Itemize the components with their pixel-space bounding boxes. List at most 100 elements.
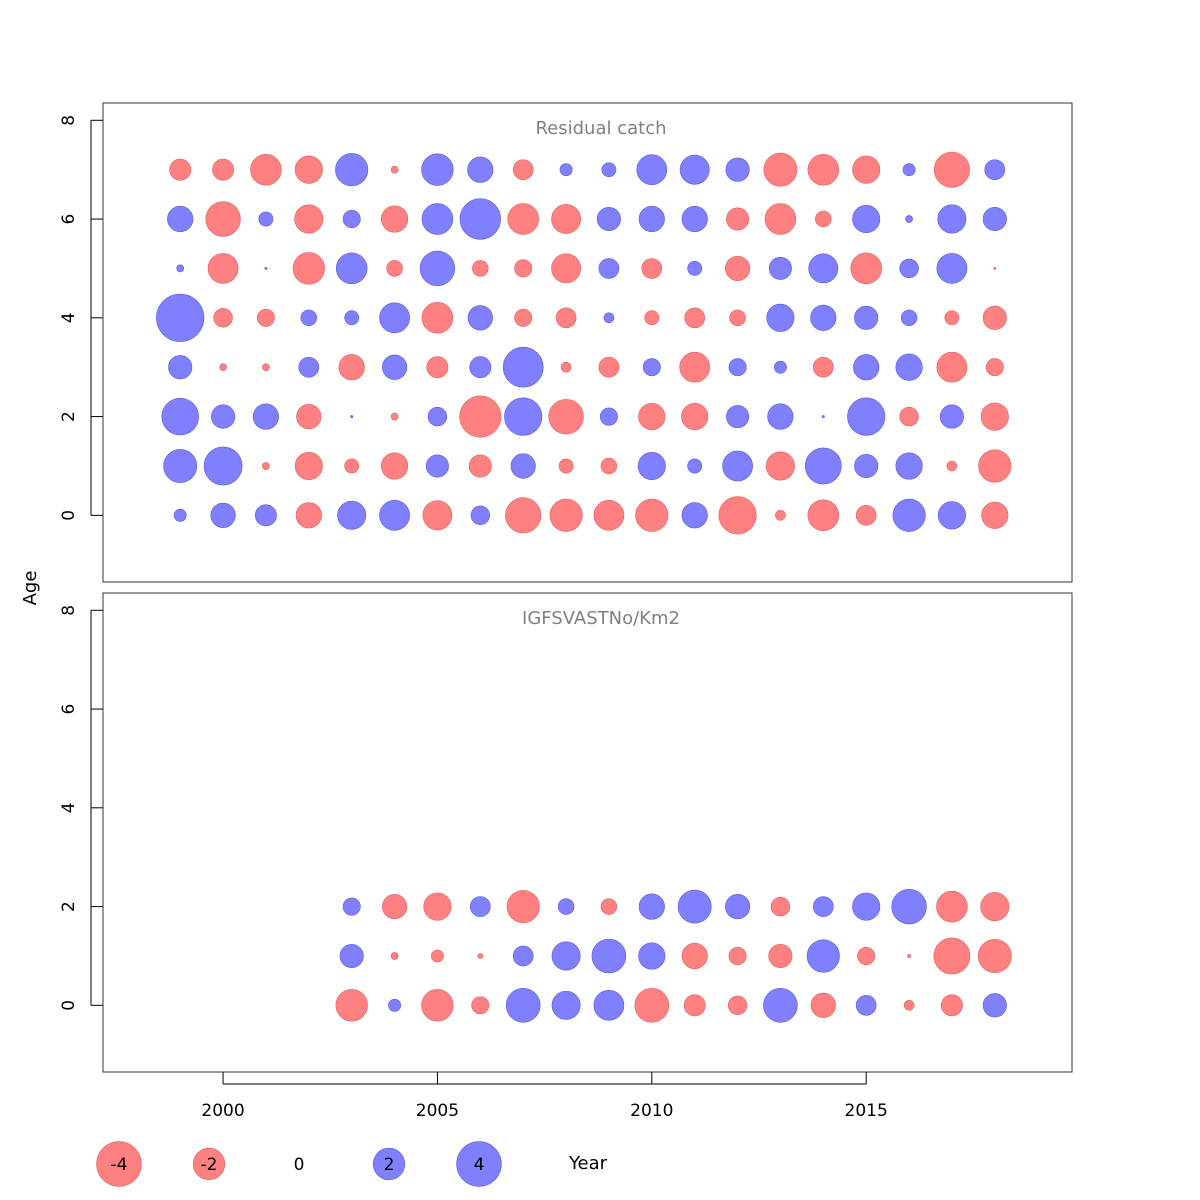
bubble-2002-age-5 (292, 252, 325, 285)
bubble-2004-age-1 (381, 452, 409, 480)
bubble-2001-age-7 (250, 153, 282, 186)
bubble-2013-age-6 (764, 203, 797, 235)
bubble-2011-age-2 (677, 889, 712, 924)
legend-label: -2 (201, 1155, 218, 1175)
bubble-2011-age-4 (684, 307, 706, 329)
bubble-2017-age-4 (944, 310, 960, 326)
bubble-2007-age-4 (514, 308, 533, 327)
bubble-2015-age-0 (855, 504, 877, 526)
bubble-2013-age-3 (773, 360, 787, 374)
bubble-2006-age-5 (472, 260, 489, 277)
bubble-2015-age-4 (854, 305, 879, 330)
bubble-2015-age-2 (852, 892, 881, 921)
y-tick-label: 2 (59, 411, 79, 422)
bubble-2017-age-7 (933, 151, 970, 188)
legend-bubble (456, 1141, 502, 1187)
bubble-2011-age-1 (687, 458, 703, 474)
bubble-2018-age-0 (982, 993, 1007, 1018)
bubble-2007-age-0 (505, 497, 542, 534)
bubble-2017-age-5 (936, 253, 968, 284)
bubble-2007-age-2 (504, 397, 543, 436)
bubble-2009-age-4 (603, 312, 615, 324)
y-tick-label: 4 (59, 802, 79, 813)
bubble-2016-age-1 (895, 452, 923, 480)
bubble-2012-age-3 (728, 358, 747, 377)
bubble-2002-age-4 (300, 309, 318, 327)
bubble-2012-age-0 (727, 995, 748, 1015)
bubble-2015-age-7 (852, 155, 881, 184)
bubble-2015-age-5 (850, 252, 882, 285)
bubble-2010-age-0 (635, 498, 669, 532)
bubble-2005-age-6 (421, 203, 454, 235)
bubble-2006-age-6 (459, 198, 501, 240)
bubble-2014-age-2 (821, 415, 825, 419)
bubble-1999-age-1 (163, 449, 198, 483)
bubble-2014-age-2 (812, 896, 834, 917)
bubble-2008-age-6 (551, 204, 582, 234)
bubble-2011-age-6 (681, 205, 708, 233)
bubble-2005-age-7 (421, 153, 454, 186)
bubble-2013-age-7 (763, 152, 798, 187)
bubble-2016-age-2 (891, 888, 927, 925)
bubble-2016-age-6 (905, 215, 913, 223)
bubble-2009-age-1 (600, 457, 618, 475)
x-tick-label: 2015 (845, 1101, 888, 1121)
bubble-2006-age-2 (459, 395, 502, 438)
y-axis: 0 2 4 6 8 (59, 115, 103, 521)
bubble-2014-age-5 (808, 253, 839, 284)
bubble-2010-age-5 (641, 258, 663, 279)
legend-label: 4 (474, 1155, 485, 1175)
bubble-2004-age-1 (390, 952, 399, 960)
bubble-2017-age-6 (937, 204, 967, 234)
bubbles (156, 151, 1012, 535)
panel-residual-catch: Residual catch 0 2 4 6 8 (59, 102, 1073, 583)
bubble-2018-age-2 (980, 892, 1010, 922)
bubble-2016-age-7 (902, 163, 916, 177)
bubble-2001-age-6 (258, 211, 274, 227)
bubble-2018-age-1 (977, 939, 1012, 973)
bubble-2008-age-7 (559, 163, 573, 177)
bubble-2011-age-1 (681, 942, 708, 970)
bubble-2013-age-1 (765, 451, 795, 481)
bubble-1999-age-5 (176, 264, 185, 273)
bubble-2001-age-5 (264, 266, 268, 270)
bubble-2004-age-7 (390, 165, 399, 174)
bubble-2004-age-2 (390, 412, 399, 421)
y-tick-label: 6 (59, 214, 79, 225)
bubble-2014-age-7 (807, 153, 840, 186)
bubble-2011-age-3 (679, 351, 711, 383)
bubble-2012-age-1 (722, 450, 753, 482)
bubble-2002-age-7 (294, 155, 323, 184)
bubble-2018-age-7 (984, 159, 1006, 181)
bubble-2008-age-5 (551, 253, 582, 284)
bubble-2007-age-1 (510, 453, 536, 479)
bubble-2000-age-5 (207, 253, 239, 284)
bubble-2014-age-4 (810, 304, 837, 331)
bubble-2017-age-2 (936, 890, 968, 923)
bubble-2005-age-2 (423, 892, 452, 921)
bubble-2006-age-7 (467, 156, 494, 183)
bubble-2006-age-0 (471, 996, 490, 1015)
bubble-2005-age-3 (426, 356, 449, 379)
bubble-2010-age-1 (637, 451, 666, 481)
bubble-2007-age-1 (512, 945, 534, 967)
legend-label: 2 (384, 1155, 395, 1175)
bubble-2001-age-2 (252, 403, 279, 430)
bubble-2017-age-0 (937, 501, 966, 530)
bubble-2003-age-6 (342, 210, 361, 228)
bubble-2005-age-1 (425, 454, 449, 478)
bubble-2008-age-1 (551, 941, 581, 971)
x-tick-label: 2010 (630, 1101, 673, 1121)
bubble-2010-age-2 (638, 893, 665, 920)
bubble-2007-age-7 (512, 159, 534, 181)
bubble-2006-age-3 (469, 356, 492, 379)
bubble-2016-age-3 (895, 353, 923, 381)
bubble-2000-age-1 (203, 446, 243, 486)
bubble-2008-age-1 (558, 458, 574, 474)
bubble-2002-age-6 (294, 204, 324, 234)
bubble-2000-age-2 (211, 404, 236, 429)
bubble-2000-age-3 (219, 363, 227, 372)
bubble-2006-age-0 (470, 505, 490, 525)
bubble-2018-age-6 (982, 206, 1007, 232)
